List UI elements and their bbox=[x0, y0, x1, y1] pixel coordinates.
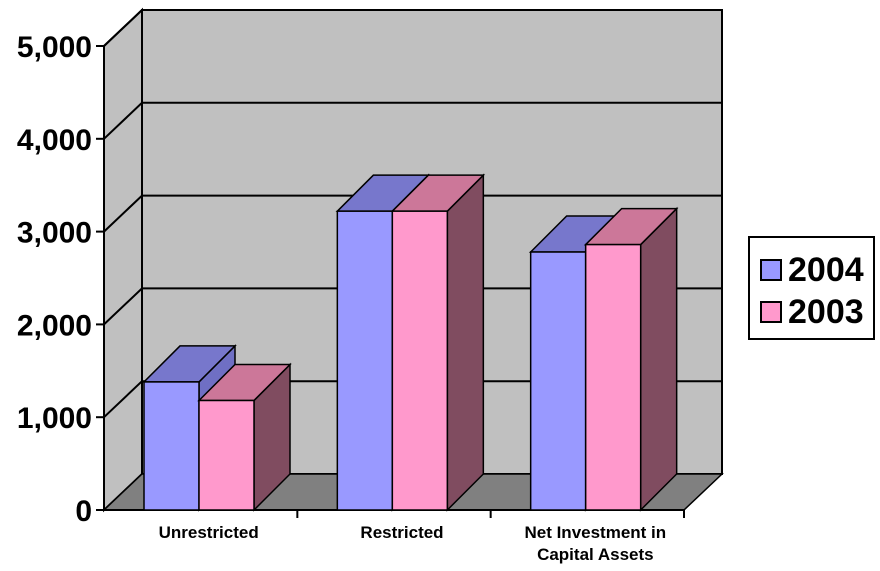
bar-2003 bbox=[198, 399, 255, 511]
y-tick-label: 4,000 bbox=[17, 124, 92, 157]
bar-2003 bbox=[584, 243, 642, 511]
legend-swatch-2003 bbox=[760, 301, 782, 323]
y-tick-label: 1,000 bbox=[17, 402, 92, 435]
x-tick-label: Restricted bbox=[360, 523, 443, 542]
y-tick-label: 3,000 bbox=[17, 217, 92, 250]
y-axis-labels: 0 1,000 2,000 3,000 4,000 5,000 bbox=[17, 31, 92, 528]
gridline bbox=[103, 380, 722, 418]
y-tick-label: 5,000 bbox=[17, 31, 92, 64]
left-wall bbox=[103, 7, 143, 513]
legend: 2004 2003 bbox=[748, 236, 875, 340]
legend-swatch-2004 bbox=[760, 259, 782, 281]
gridline bbox=[103, 101, 722, 140]
bar-2004 bbox=[529, 251, 587, 511]
bar-2004 bbox=[143, 381, 200, 511]
bar-2004 bbox=[336, 210, 394, 511]
y-tick-label: 2,000 bbox=[17, 309, 92, 342]
x-tick-label: Unrestricted bbox=[159, 523, 259, 542]
x-tick-label: Net Investment in Capital Assets bbox=[524, 523, 666, 564]
bar-side-2003 bbox=[639, 206, 678, 512]
legend-label-2003: 2003 bbox=[788, 293, 864, 331]
gridline bbox=[103, 287, 722, 326]
bars bbox=[142, 173, 679, 512]
bar-side-2003 bbox=[446, 173, 485, 512]
gridline bbox=[103, 9, 722, 47]
bar-2003 bbox=[391, 210, 449, 511]
y-tick-label: 0 bbox=[75, 495, 92, 528]
gridline bbox=[103, 194, 722, 233]
legend-item-2003: 2003 bbox=[760, 294, 864, 330]
x-axis-labels: Unrestricted Restricted Net Investment in C… bbox=[159, 523, 667, 564]
legend-item-2004: 2004 bbox=[760, 252, 864, 288]
legend-label-2004: 2004 bbox=[788, 251, 864, 289]
gridlines bbox=[103, 9, 722, 418]
